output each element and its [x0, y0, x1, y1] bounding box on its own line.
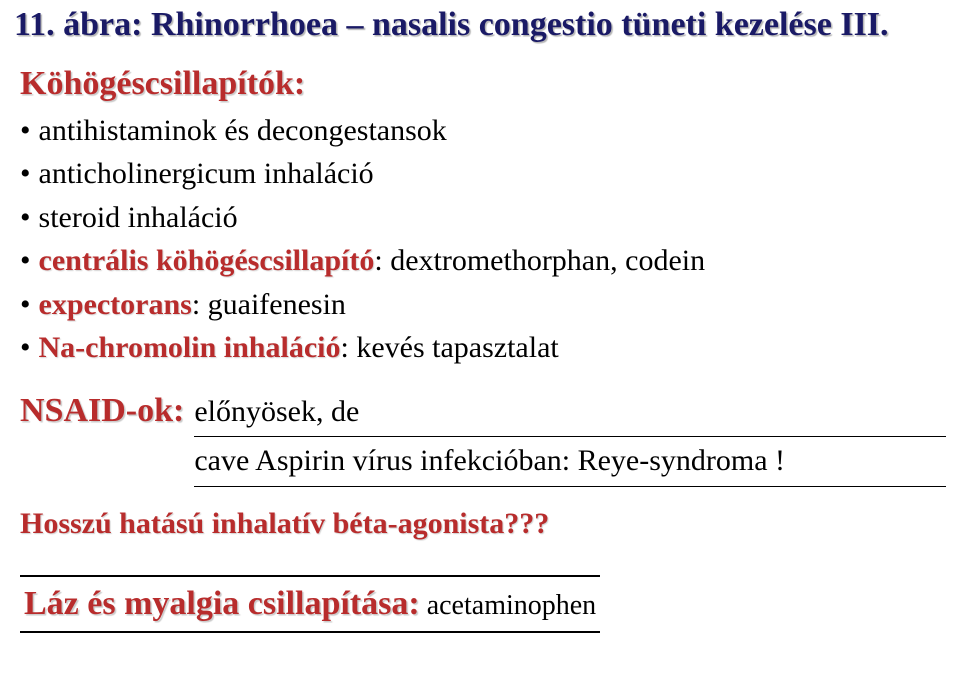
footer-block: Láz és myalgia csillapítása: acetaminoph…: [20, 575, 600, 633]
nsaid-line-1: előnyösek, de: [194, 392, 946, 438]
list-item: • Na-chromolin inhaláció: kevés tapaszta…: [20, 326, 946, 370]
bullet-dot: •: [20, 326, 31, 370]
nsaid-line-2: cave Aspirin vírus infekcióban: Reye-syn…: [194, 441, 946, 487]
keyword: centrális köhögéscsillapító: [39, 244, 375, 277]
nsaid-label: NSAID-ok:: [20, 392, 184, 430]
bullet-text: centrális köhögéscsillapító: dextrometho…: [39, 239, 706, 283]
bullet-text: steroid inhaláció: [39, 196, 238, 240]
bullet-dot: •: [20, 239, 31, 283]
list-item: • anticholinergicum inhaláció: [20, 152, 946, 196]
bullet-dot: •: [20, 109, 31, 153]
list-item: • antihistaminok és decongestansok: [20, 109, 946, 153]
bullet-text: expectorans: guaifenesin: [39, 283, 346, 327]
nsaid-right: előnyösek, de cave Aspirin vírus infekci…: [194, 392, 946, 487]
rest-text: : dextromethorphan, codein: [374, 244, 705, 277]
rest-text: : kevés tapasztalat: [340, 331, 558, 364]
list-item: • expectorans: guaifenesin: [20, 283, 946, 327]
rest-text: : guaifenesin: [192, 288, 346, 321]
bullet-dot: •: [20, 152, 31, 196]
footer-rest: acetaminophen: [420, 590, 596, 621]
keyword: Na-chromolin inhaláció: [39, 331, 341, 364]
list-item: • steroid inhaláció: [20, 196, 946, 240]
list-item: • centrális köhögéscsillapító: dextromet…: [20, 239, 946, 283]
slide-page: 11. ábra: Rhinorrhoea – nasalis congesti…: [0, 0, 960, 699]
bullet-text: Na-chromolin inhaláció: kevés tapasztala…: [39, 326, 559, 370]
bullet-dot: •: [20, 196, 31, 240]
bullet-list: • antihistaminok és decongestansok • ant…: [20, 109, 946, 370]
bullet-text: anticholinergicum inhaláció: [39, 152, 374, 196]
long-acting-line: Hosszú hatású inhalatív béta-agonista???: [20, 507, 946, 541]
section-heading-cough: Köhögéscsillapítók:: [20, 65, 946, 102]
nsaid-block: NSAID-ok: előnyösek, de cave Aspirin vír…: [20, 392, 946, 487]
bullet-text: antihistaminok és decongestansok: [39, 109, 447, 153]
keyword: expectorans: [39, 288, 192, 321]
footer-title: Láz és myalgia csillapítása:: [24, 585, 420, 622]
slide-title: 11. ábra: Rhinorrhoea – nasalis congesti…: [14, 6, 946, 43]
bullet-dot: •: [20, 283, 31, 327]
